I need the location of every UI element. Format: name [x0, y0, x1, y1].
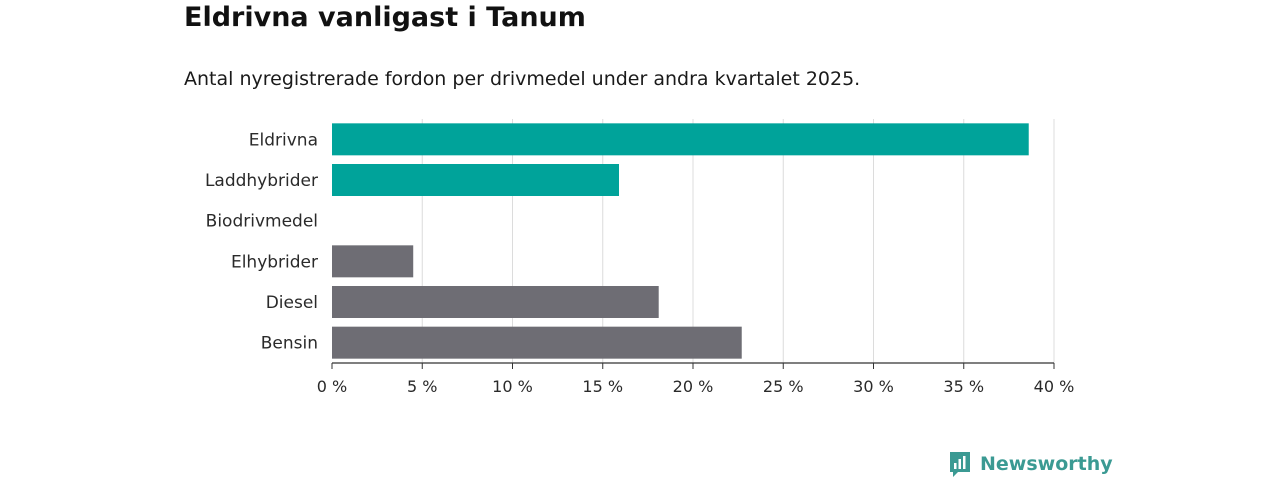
- x-tick-label: 30 %: [853, 377, 894, 396]
- bars: [332, 123, 1029, 359]
- x-tick-label: 15 %: [582, 377, 623, 396]
- x-tick-label: 35 %: [943, 377, 984, 396]
- bar: [332, 245, 414, 278]
- x-tick-label: 25 %: [763, 377, 804, 396]
- category-label: Diesel: [266, 293, 318, 313]
- chart-title: Eldrivna vanligast i Tanum: [184, 2, 586, 33]
- category-label: Biodrivmedel: [206, 212, 318, 232]
- category-label: Laddhybrider: [205, 171, 318, 191]
- category-label: Elhybrider: [231, 252, 318, 272]
- brand-name: Newsworthy: [980, 453, 1113, 475]
- chart-subtitle: Antal nyregistrerade fordon per drivmede…: [184, 68, 861, 90]
- bar: [332, 326, 742, 359]
- x-tick-label: 40 %: [1034, 377, 1075, 396]
- category-labels: Eldrivna Laddhybrider Biodrivmedel Elhybrid…: [205, 130, 318, 353]
- gridlines: [421, 119, 1055, 363]
- bar: [332, 123, 1029, 156]
- newsworthy-logo-icon: [950, 452, 970, 477]
- bar: [332, 286, 659, 318]
- category-label: Bensin: [261, 334, 318, 354]
- x-axis: 0 % 5 % 10 % 15 % 20 % 25 % 30 % 35 % 40 %: [317, 362, 1075, 396]
- x-tick-label: 10 %: [492, 377, 533, 396]
- bar: [332, 164, 619, 196]
- x-tick-label: 0 %: [317, 377, 347, 396]
- x-tick-label: 20 %: [673, 377, 714, 396]
- category-label: Eldrivna: [249, 130, 318, 150]
- brand-logo: Newsworthy: [948, 450, 1113, 478]
- x-tick-label: 5 %: [407, 377, 437, 396]
